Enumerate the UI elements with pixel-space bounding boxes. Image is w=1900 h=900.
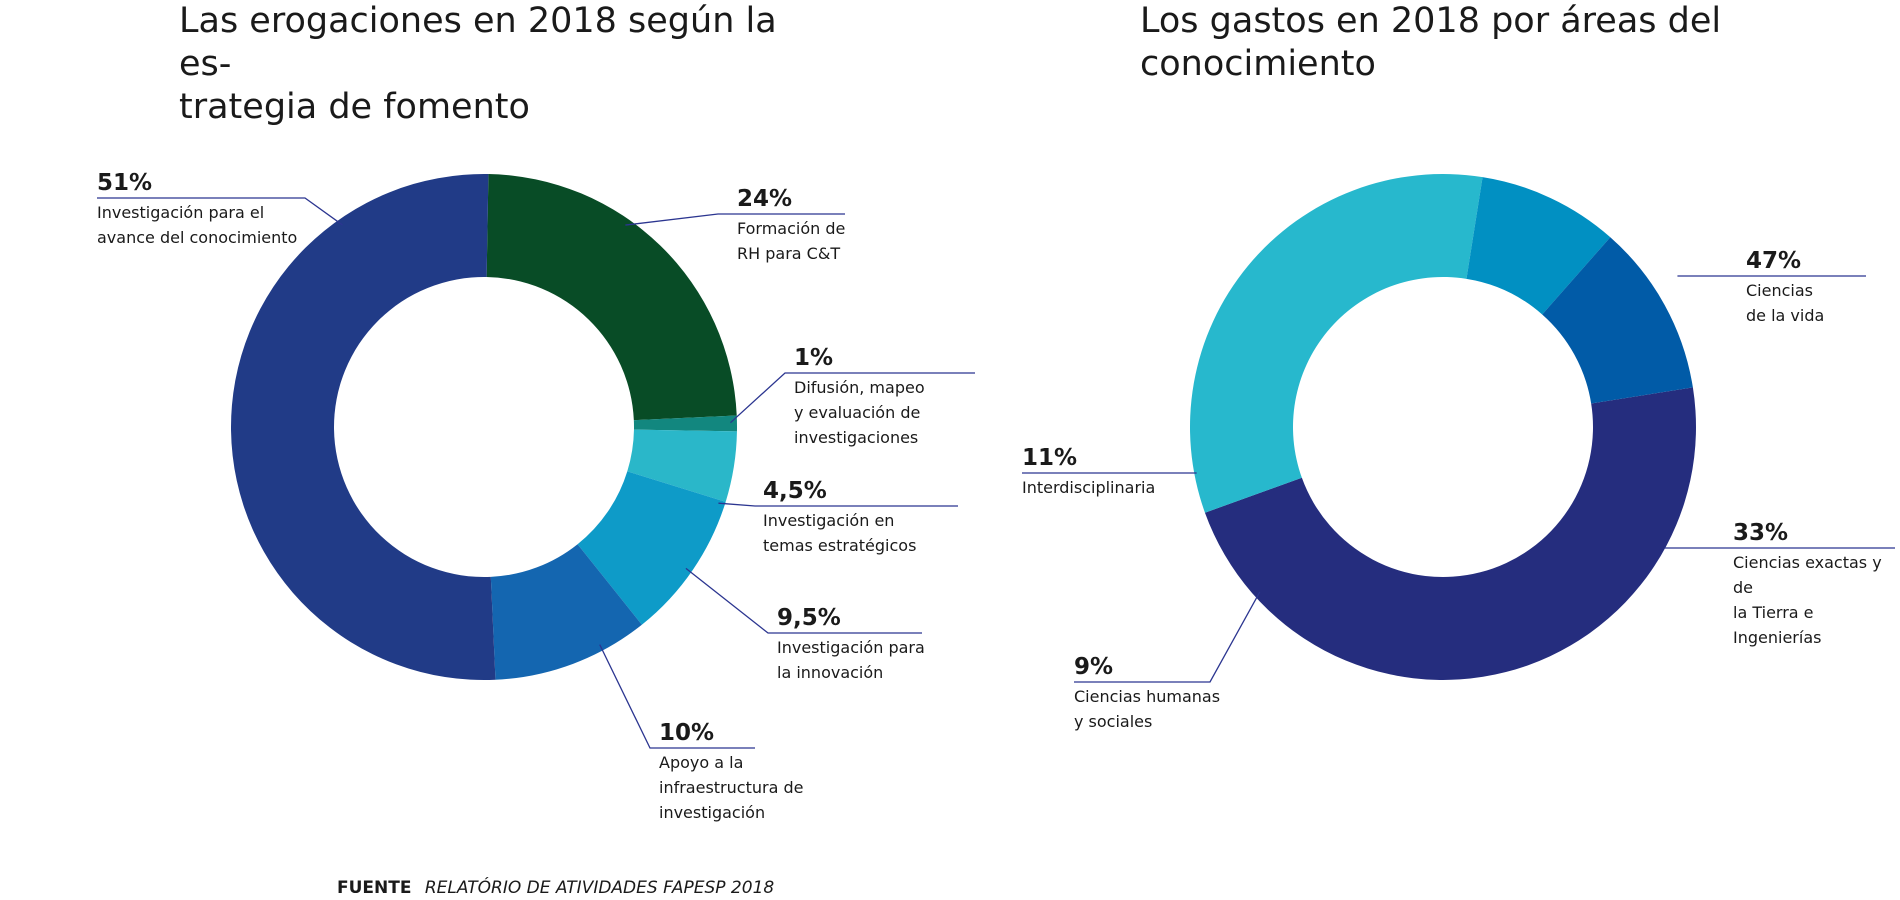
leader-line bbox=[1074, 591, 1261, 683]
chart-title-right: Los gastos en 2018 por áreas del conocim… bbox=[1140, 0, 1780, 86]
slice-value-label: 10% bbox=[659, 720, 715, 746]
leader-line bbox=[97, 197, 343, 226]
leader-lines bbox=[97, 197, 1895, 749]
slice-value-label: 1% bbox=[794, 345, 834, 371]
slice-label: 51% Investigación para el avance del conoc… bbox=[97, 170, 297, 250]
slice-label: 11% Interdisciplinaria bbox=[1022, 445, 1155, 500]
donut-slice bbox=[633, 415, 738, 432]
slice-label: 10% Apoyo a la infraestructura de investiga… bbox=[659, 720, 803, 825]
title-line: Las erogaciones en 2018 según la es- bbox=[179, 1, 777, 84]
donut-slice bbox=[577, 471, 726, 625]
leader-line bbox=[718, 502, 958, 507]
title-line: trategia de fomento bbox=[179, 87, 530, 127]
donut-slice bbox=[627, 429, 737, 502]
slice-category-label: Investigación para la innovación bbox=[777, 638, 925, 682]
slice-value-label: 24% bbox=[737, 186, 793, 212]
source-value: RELATÓRIO DE ATIVIDADES FAPESP 2018 bbox=[424, 878, 775, 898]
slice-category-label: Ciencias exactas y de la Tierra e Ingenie… bbox=[1733, 553, 1882, 647]
donut-slice bbox=[1542, 237, 1693, 404]
slice-value-label: 11% bbox=[1022, 445, 1078, 471]
leader-line bbox=[625, 213, 845, 226]
donut-slice bbox=[231, 174, 496, 680]
donut-strategy bbox=[231, 174, 738, 680]
slice-label: 4,5% Investigación en temas estratégicos bbox=[763, 478, 916, 558]
donut-slice bbox=[486, 174, 737, 421]
slice-category-label: Ciencias humanas y sociales bbox=[1074, 687, 1221, 731]
slice-label: 24% Formación de RH para C&T bbox=[737, 186, 845, 266]
slice-value-label: 4,5% bbox=[763, 478, 827, 504]
slice-category-label: Investigación para el avance del conocimi… bbox=[97, 203, 298, 247]
slice-value-label: 9% bbox=[1074, 654, 1114, 680]
title-line: Los gastos en 2018 por áreas del bbox=[1140, 1, 1722, 41]
donut-slice bbox=[1189, 174, 1483, 513]
slice-category-label: Formación de RH para C&T bbox=[737, 219, 846, 263]
slice-label: 33% Ciencias exactas y de la Tierra e Inge… bbox=[1733, 520, 1900, 650]
chart-title-left: Las erogaciones en 2018 según la es- tra… bbox=[179, 0, 819, 129]
title-line: conocimiento bbox=[1140, 44, 1376, 84]
slice-label: 9,5% Investigación para la innovación bbox=[777, 605, 925, 685]
leader-line bbox=[685, 567, 922, 634]
donut-slice bbox=[1204, 387, 1696, 681]
slice-category-label: Difusión, mapeo y evaluación de investigac… bbox=[794, 378, 925, 447]
slice-category-label: Investigación en temas estratégicos bbox=[763, 511, 917, 555]
source-label: FUENTE bbox=[337, 878, 412, 898]
slice-category-label: Ciencias de la vida bbox=[1746, 281, 1825, 325]
slice-value-label: 33% bbox=[1733, 520, 1789, 546]
slice-category-label: Interdisciplinaria bbox=[1022, 478, 1156, 497]
donut-slice bbox=[1466, 177, 1611, 315]
source-note: FUENTE RELATÓRIO DE ATIVIDADES FAPESP 20… bbox=[337, 878, 774, 898]
slice-label: 47% Ciencias de la vida bbox=[1746, 248, 1824, 328]
leader-line bbox=[599, 644, 755, 749]
donut-slice bbox=[490, 544, 642, 680]
slice-value-label: 47% bbox=[1746, 248, 1802, 274]
slice-label: 1% Difusión, mapeo y evaluación de investig… bbox=[794, 345, 925, 450]
slice-label: 9% Ciencias humanas y sociales bbox=[1074, 654, 1220, 734]
slice-category-label: Apoyo a la infraestructura de investigació… bbox=[659, 753, 804, 822]
leader-line bbox=[730, 372, 975, 424]
slice-value-label: 51% bbox=[97, 170, 153, 196]
donut-areas bbox=[1189, 174, 1696, 681]
slice-value-label: 9,5% bbox=[777, 605, 841, 631]
